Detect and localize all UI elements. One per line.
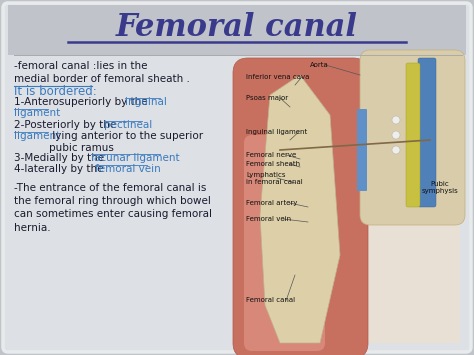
Text: ligament: ligament [14,131,60,141]
Circle shape [392,116,400,124]
Text: ligament: ligament [14,108,60,118]
Circle shape [392,131,400,139]
Text: inguinal: inguinal [125,97,167,107]
Text: Pubic
symphysis: Pubic symphysis [422,181,458,195]
Polygon shape [260,75,340,343]
Text: Aorta: Aorta [310,62,329,68]
Text: 4-laterally by the: 4-laterally by the [14,164,107,174]
Text: Femoral sheath: Femoral sheath [246,161,300,167]
Text: Femoral canal: Femoral canal [246,297,295,303]
Text: Inguinal ligament: Inguinal ligament [246,129,307,135]
Text: lying anterior to the superior
pubic ramus: lying anterior to the superior pubic ram… [49,131,203,153]
Text: lacunar ligament: lacunar ligament [91,153,180,163]
FancyBboxPatch shape [406,63,420,207]
Text: pectineal: pectineal [104,120,152,130]
FancyBboxPatch shape [233,58,368,355]
Text: Femoral canal: Femoral canal [116,11,358,43]
Text: Lymphatics
in femoral canal: Lymphatics in femoral canal [246,171,303,185]
Bar [238,58,460,175]
Bar [238,58,460,343]
Text: Psoas major: Psoas major [246,95,288,101]
FancyBboxPatch shape [244,135,325,351]
Circle shape [392,146,400,154]
FancyBboxPatch shape [418,58,436,207]
Text: 1-Anterosuperiorly by the: 1-Anterosuperiorly by the [14,97,151,107]
Text: femoral vein: femoral vein [95,164,161,174]
Text: Femoral nerve: Femoral nerve [246,152,296,158]
Text: It is bordered:: It is bordered: [14,85,97,98]
FancyBboxPatch shape [357,109,367,191]
FancyBboxPatch shape [360,50,465,225]
Text: -femoral canal :lies in the
medial border of femoral sheath .: -femoral canal :lies in the medial borde… [14,61,190,84]
Text: 2-Posteriorly by the: 2-Posteriorly by the [14,120,119,130]
Text: Inferior vena cava: Inferior vena cava [246,74,310,80]
Text: Femoral vein: Femoral vein [246,216,291,222]
Bar [8,5,466,55]
Text: 3-Medially by the: 3-Medially by the [14,153,108,163]
Text: Femoral artery: Femoral artery [246,200,297,206]
Text: -The entrance of the femoral canal is
the femoral ring through which bowel
can s: -The entrance of the femoral canal is th… [14,183,212,233]
FancyBboxPatch shape [3,3,471,352]
